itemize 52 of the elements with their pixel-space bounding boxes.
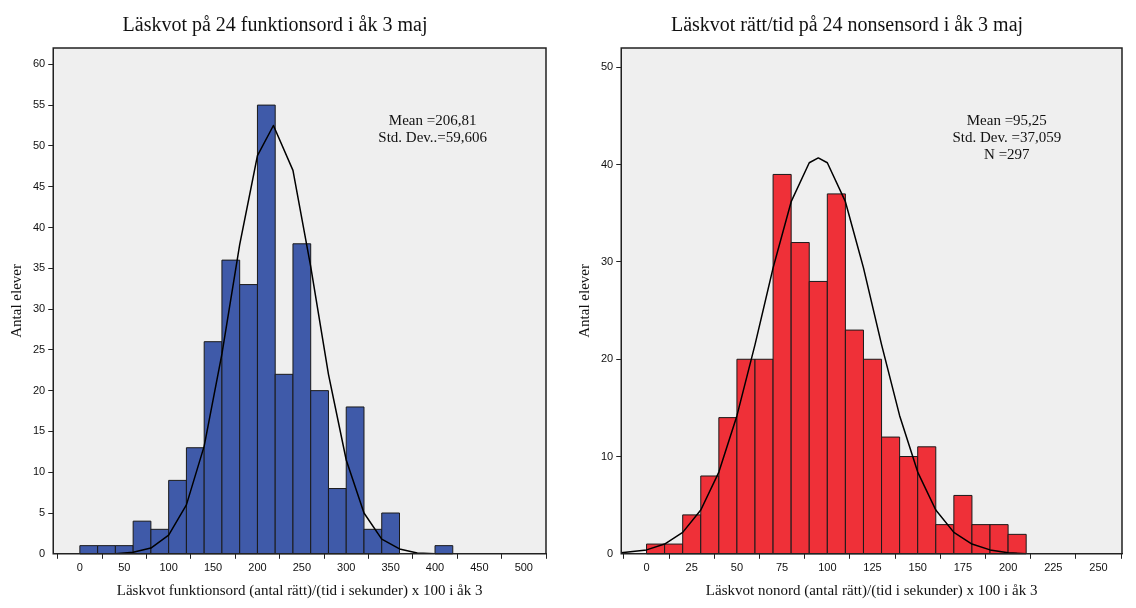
y-tick-label: 40	[32, 220, 46, 233]
y-tick-label: 20	[32, 383, 46, 396]
x-tick-label: 100	[818, 561, 837, 574]
x-axis-title: Läskvot nonord (antal rätt)/(tid i sekunder) x 100 i åk 3	[705, 581, 1038, 599]
x-tick-label: 0	[643, 561, 650, 574]
x-tick-label: 25	[685, 561, 698, 574]
x-tick-label: 200	[248, 561, 267, 574]
y-tick-label: 0	[39, 546, 46, 559]
x-tick-label: 400	[425, 561, 445, 574]
y-tick-label: 45	[32, 179, 46, 192]
y-tick-label: 50	[600, 60, 614, 73]
x-tick-label: 350	[381, 561, 400, 574]
y-tick-label: 50	[32, 138, 46, 151]
x-tick-label: 150	[908, 561, 927, 574]
y-tick-label: 10	[600, 449, 614, 462]
x-axis-title: Läskvot funktionsord (antal rätt)/(tid i sekunder) x 100 i åk 3	[116, 581, 483, 599]
chart-title: Läskvot rätt/tid på 24 nonsensord i åk 3 maj	[670, 13, 1024, 37]
y-axis-title: Antal elever	[575, 264, 592, 338]
y-tick-label: 10	[32, 465, 46, 478]
x-tick-label: 450	[470, 561, 489, 574]
x-tick-label: 175	[953, 561, 973, 574]
y-tick-label: 30	[32, 302, 46, 315]
annotation: Mean =206,81	[388, 112, 477, 129]
annotation: N =297	[984, 146, 1031, 163]
x-tick-label: 75	[776, 561, 789, 574]
y-axis-title: Antal elever	[7, 264, 24, 338]
x-tick-label: 50	[118, 561, 131, 574]
y-tick-label: 30	[600, 255, 614, 268]
annotation: Mean =95,25	[966, 112, 1047, 129]
y-tick-label: 55	[32, 98, 46, 111]
x-tick-label: 500	[514, 561, 533, 574]
x-tick-label: 100	[159, 561, 178, 574]
x-tick-label: 300	[337, 561, 356, 574]
x-tick-label: 250	[1089, 561, 1108, 574]
y-tick-label: 25	[32, 342, 46, 355]
y-tick-label: 5	[39, 506, 46, 519]
x-tick-label: 200	[998, 561, 1018, 574]
y-tick-label: 60	[32, 57, 46, 70]
y-tick-label: 40	[600, 157, 614, 170]
y-tick-label: 0	[607, 546, 614, 559]
annotation: Std. Dev..=59,606	[378, 129, 488, 146]
y-tick-label: 35	[32, 261, 46, 274]
x-tick-label: 0	[76, 561, 83, 574]
chart-title: Läskvot på 24 funktionsord i åk 3 maj	[122, 13, 428, 37]
x-tick-label: 50	[730, 561, 744, 574]
x-tick-label: 150	[203, 561, 223, 574]
y-tick-label: 20	[600, 352, 614, 365]
x-tick-label: 225	[1044, 561, 1063, 574]
y-tick-label: 15	[32, 424, 46, 437]
x-tick-label: 250	[292, 561, 312, 574]
x-tick-label: 125	[863, 561, 882, 574]
annotation: Std. Dev. =37,059	[952, 129, 1062, 146]
